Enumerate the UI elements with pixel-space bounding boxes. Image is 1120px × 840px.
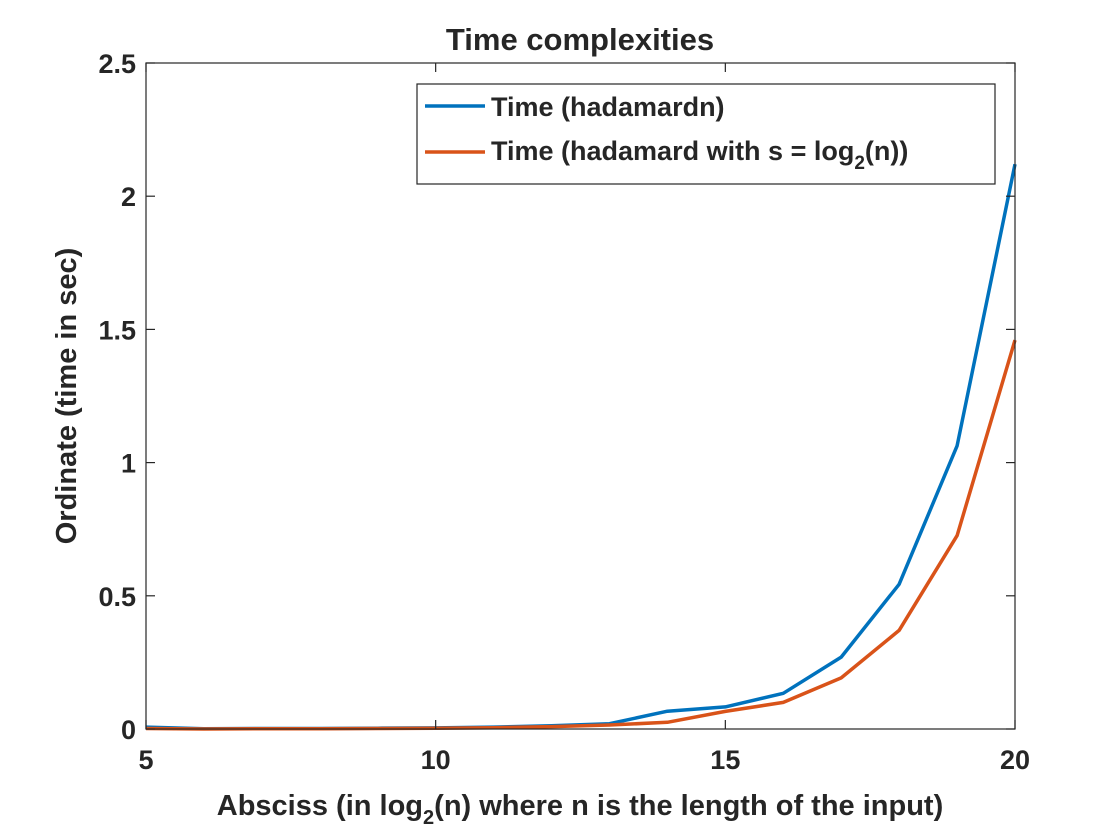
x-tick-label: 5 — [138, 745, 153, 775]
legend: Time (hadamardn) Time (hadamard with s =… — [416, 83, 996, 185]
legend-label-hadamardn: Time (hadamardn) — [491, 92, 725, 122]
x-tick-label: 15 — [710, 745, 740, 775]
y-tick-label: 1 — [121, 449, 136, 479]
chart-title: Time complexities — [446, 22, 714, 57]
x-axis-title: Absciss (in log2(n) where n is the lengt… — [217, 790, 943, 829]
y-axis-title: Ordinate (time in sec) — [51, 248, 83, 545]
legend-label-hadamard-log2: Time (hadamard with s = log2(n)) — [491, 136, 908, 174]
y-tick-label: 2.5 — [98, 49, 136, 79]
x-axis-title-post: (n) where n is the length of the input) — [434, 790, 943, 822]
y-tick-label: 0 — [121, 715, 136, 745]
y-tick-label: 1.5 — [98, 315, 136, 345]
x-tick-label: 20 — [1000, 745, 1030, 775]
x-axis-title-pre: Absciss (in log — [217, 790, 423, 822]
legend-box — [416, 83, 996, 185]
legend-label-hadamard-log2-pre: Time (hadamard with s = log — [491, 136, 854, 166]
tick-layer: 5 10 15 20 0 0.5 1 1.5 2 2.5 — [98, 49, 1030, 775]
legend-label-hadamard-log2-subscript: 2 — [854, 153, 865, 174]
x-axis-title-subscript: 2 — [423, 807, 434, 829]
y-tick-label: 0.5 — [98, 582, 136, 612]
x-tick-label: 10 — [421, 745, 451, 775]
axes-box — [145, 62, 1016, 730]
legend-label-hadamard-log2-post: (n)) — [865, 136, 908, 166]
y-tick-label: 2 — [121, 182, 136, 212]
